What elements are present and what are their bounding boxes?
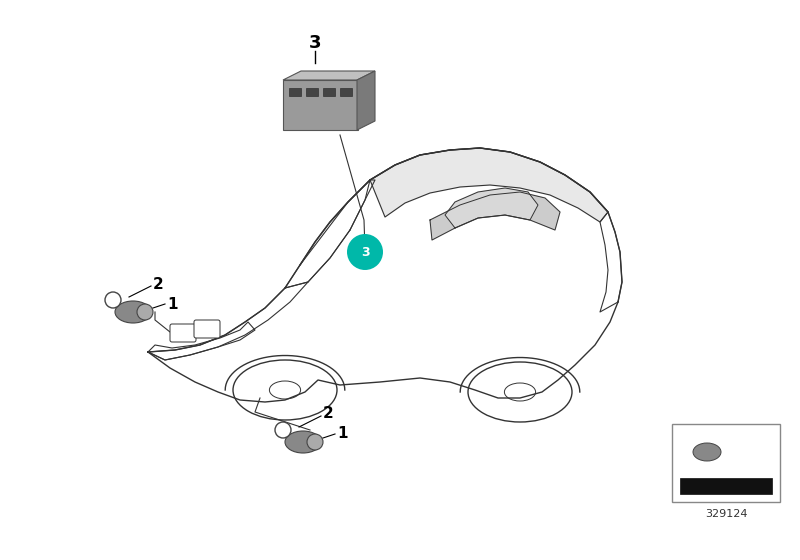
FancyBboxPatch shape <box>283 80 358 130</box>
Text: 329124: 329124 <box>705 509 747 519</box>
FancyBboxPatch shape <box>680 478 772 494</box>
FancyBboxPatch shape <box>170 324 196 342</box>
FancyBboxPatch shape <box>323 88 335 96</box>
FancyBboxPatch shape <box>672 424 780 502</box>
FancyBboxPatch shape <box>306 88 318 96</box>
Ellipse shape <box>115 301 151 323</box>
Text: 2: 2 <box>153 277 164 292</box>
Circle shape <box>347 234 383 270</box>
FancyBboxPatch shape <box>194 320 220 338</box>
Circle shape <box>275 422 291 438</box>
FancyBboxPatch shape <box>289 88 301 96</box>
Text: 3: 3 <box>361 245 370 259</box>
Polygon shape <box>430 192 560 240</box>
Circle shape <box>307 434 323 450</box>
Polygon shape <box>283 71 375 80</box>
Ellipse shape <box>693 443 721 461</box>
FancyBboxPatch shape <box>340 88 352 96</box>
Text: 1: 1 <box>167 296 178 311</box>
Text: 2: 2 <box>323 407 334 422</box>
Polygon shape <box>445 188 538 228</box>
Circle shape <box>137 304 153 320</box>
Ellipse shape <box>285 431 321 453</box>
Polygon shape <box>370 148 608 222</box>
Text: 3: 3 <box>309 34 322 52</box>
Text: 1: 1 <box>337 427 347 441</box>
Polygon shape <box>357 71 375 130</box>
Circle shape <box>105 292 121 308</box>
